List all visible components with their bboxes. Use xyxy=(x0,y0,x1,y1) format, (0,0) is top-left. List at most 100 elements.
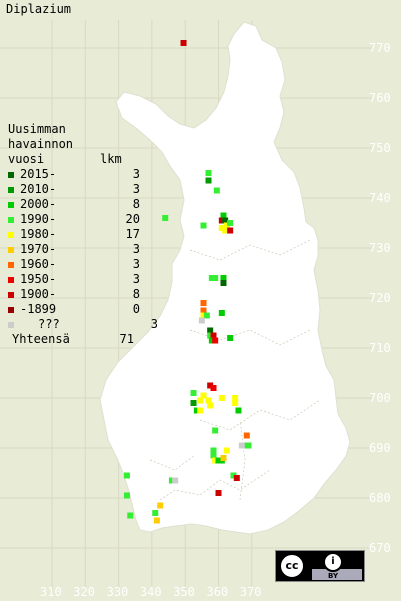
observation-dot xyxy=(207,402,214,409)
observation-dot xyxy=(172,477,179,484)
legend-item: 1980- 17 xyxy=(8,227,158,242)
legend-swatch xyxy=(8,201,14,208)
observation-dot xyxy=(123,472,130,479)
legend-header-count: lkm xyxy=(100,152,122,166)
y-tick-label: 770 xyxy=(369,41,391,55)
legend-item-label: 1950- xyxy=(20,272,57,286)
cc-by-license-badge[interactable]: cc i BY xyxy=(275,550,365,582)
observation-dot xyxy=(200,307,207,314)
legend-items: 2015- 3 2010- 3 2000- 8 1990- 20 1980- 17 1970- 3 19… xyxy=(8,167,158,332)
legend-swatch xyxy=(8,216,14,223)
observation-dots xyxy=(123,40,252,524)
observation-dot xyxy=(210,332,217,339)
legend-header-line2: havainnon xyxy=(8,137,74,151)
observation-dot xyxy=(200,300,207,306)
y-tick-label: 690 xyxy=(369,441,391,455)
legend-swatch xyxy=(8,231,14,238)
legend-item-label: 1970- xyxy=(20,242,57,256)
legend-header-line1: Uusimman xyxy=(8,122,66,136)
cc-icon: cc xyxy=(279,553,305,579)
observation-dot xyxy=(203,312,210,319)
observation-dot xyxy=(238,442,245,449)
page-title: Diplazium xyxy=(6,2,72,16)
observation-dot xyxy=(215,490,222,496)
observation-dot xyxy=(218,217,225,224)
observation-dot xyxy=(243,432,250,439)
legend-item: -1899 0 xyxy=(8,302,158,317)
legend-item-label: 1900- xyxy=(20,287,57,301)
observation-dot xyxy=(218,225,225,231)
observation-dot xyxy=(190,400,197,406)
legend-item-count: 0 xyxy=(132,302,140,316)
legend-item-count: 17 xyxy=(125,227,140,241)
y-tick-label: 670 xyxy=(369,541,391,555)
legend-item-count: 3 xyxy=(150,317,158,331)
observation-dot xyxy=(205,397,212,404)
x-tick-label: 340 xyxy=(139,585,162,599)
y-tick-label: 760 xyxy=(369,91,391,105)
y-tick-label: 710 xyxy=(369,341,391,355)
legend: Uusimman havainnon vuosi lkm 2015- 3 2010-… xyxy=(8,122,158,347)
legend-item: 1900- 8 xyxy=(8,287,158,302)
observation-dot xyxy=(210,452,217,459)
y-tick-label: 720 xyxy=(369,291,391,305)
observation-dot xyxy=(197,397,204,404)
observation-dot xyxy=(198,317,205,324)
observation-dot xyxy=(153,517,160,524)
observation-dot xyxy=(218,395,225,401)
x-tick-label: 310 xyxy=(40,585,62,599)
legend-item-count: 8 xyxy=(132,287,140,301)
observation-dot xyxy=(193,407,200,414)
observation-dot xyxy=(242,442,249,449)
x-tick-label: 360 xyxy=(206,585,229,599)
legend-header-line3: vuosi xyxy=(8,152,45,166)
legend-swatch xyxy=(8,186,14,193)
legend-swatch xyxy=(8,276,14,283)
legend-item: 1970- 3 xyxy=(8,242,158,257)
observation-dot xyxy=(220,275,227,281)
legend-item: 2015- 3 xyxy=(8,167,158,182)
x-tick-label: 320 xyxy=(73,585,95,599)
legend-header-line3-row: vuosi lkm xyxy=(8,152,158,167)
legend-swatch xyxy=(8,321,14,328)
observation-dot xyxy=(180,40,187,46)
legend-swatch xyxy=(8,306,14,313)
license-bar xyxy=(312,569,362,580)
legend-item-count: 3 xyxy=(132,242,140,256)
observation-dot xyxy=(200,392,207,399)
observation-dot xyxy=(230,472,237,479)
y-tick-label: 740 xyxy=(369,191,391,205)
observation-dot xyxy=(212,457,219,464)
legend-item: 1960- 3 xyxy=(8,257,158,272)
legend-item: 1950- 3 xyxy=(8,272,158,287)
legend-item-label: 2010- xyxy=(20,182,57,196)
legend-total: Yhteensä 71 xyxy=(12,332,158,347)
legend-item: 2000- 8 xyxy=(8,197,158,212)
x-tick-label: 330 xyxy=(106,585,129,599)
observation-dot xyxy=(227,220,234,226)
observation-dot xyxy=(190,390,197,396)
observation-dot xyxy=(168,477,175,484)
observation-dot xyxy=(227,335,234,341)
observation-dot xyxy=(223,447,230,454)
observation-dot xyxy=(245,442,252,449)
observation-dot xyxy=(210,385,217,391)
legend-item-count: 3 xyxy=(132,167,140,181)
observation-dot xyxy=(208,275,215,281)
observation-dot xyxy=(200,312,207,319)
legend-swatch xyxy=(8,171,14,178)
y-tick-label: 730 xyxy=(369,241,391,255)
legend-swatch xyxy=(8,291,14,298)
legend-item-label: ??? xyxy=(38,317,60,331)
observation-dot xyxy=(232,400,239,406)
observation-dot xyxy=(205,170,212,176)
legend-item-label: 2000- xyxy=(20,197,57,211)
observation-dot xyxy=(218,310,225,316)
observation-dot xyxy=(212,427,219,434)
y-tick-label: 700 xyxy=(369,391,391,405)
observation-dot xyxy=(152,510,159,516)
observation-dot xyxy=(210,447,217,454)
legend-item: 1990- 20 xyxy=(8,212,158,227)
